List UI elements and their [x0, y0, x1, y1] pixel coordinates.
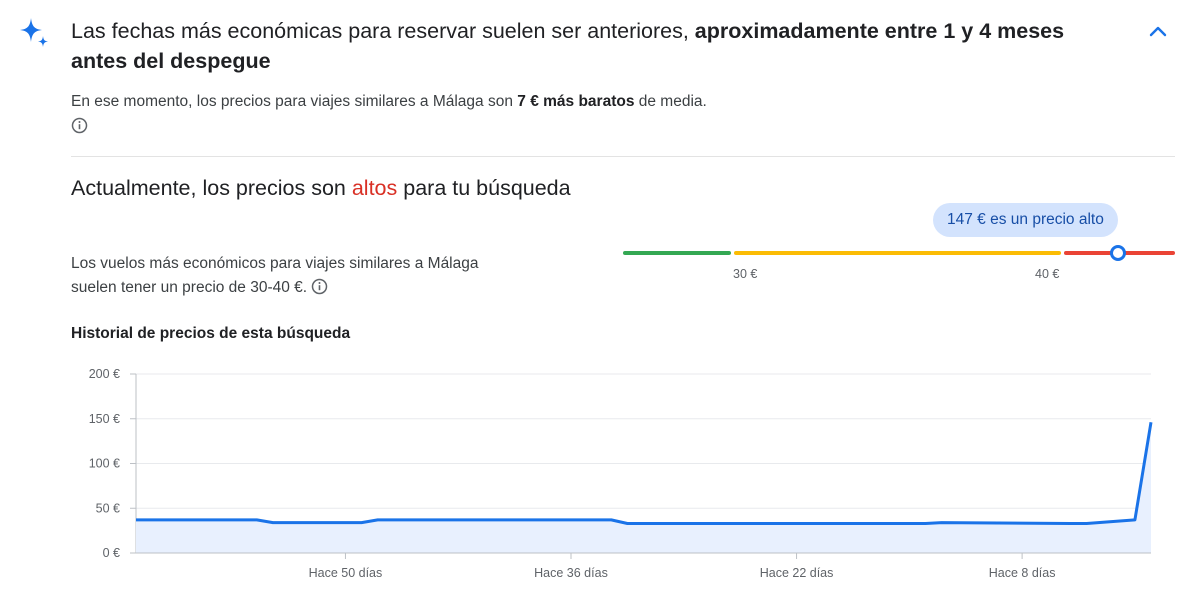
gauge-tick-low: 30 €: [733, 267, 758, 281]
price-status-title: Actualmente, los precios son altos para …: [71, 174, 571, 203]
status-title-text: Actualmente, los precios son: [71, 176, 352, 200]
insight-headline: Las fechas más económicas para reservar …: [71, 16, 1071, 76]
price-line: [136, 422, 1153, 525]
y-tick-label: 50 €: [96, 501, 120, 515]
price-history-title: Historial de precios de esta búsqueda: [71, 325, 351, 342]
x-tick-label: Hace 36 días: [534, 566, 608, 580]
gauge-marker: [1110, 245, 1126, 261]
headline-bold-text: aproximadamente entre 1 y 4 meses antes …: [71, 19, 1065, 73]
price-history-chart[interactable]: 0 € 50 € 100 € 150 € 200 € Hace 50 días Hace 3…: [0, 355, 1200, 593]
price-bubble: 147 € es un precio alto: [933, 203, 1118, 237]
status-title-suffix: para tu búsqueda: [397, 176, 571, 200]
detail-bold-text: 7 € más baratos: [517, 93, 635, 110]
info-icon[interactable]: [71, 117, 88, 134]
headline-text: Las fechas más económicas para reservar …: [71, 19, 695, 43]
y-tick-label: 0 €: [103, 546, 120, 560]
y-tick-label: 200 €: [89, 367, 120, 381]
gauge-low-segment: [623, 251, 731, 255]
sparkle-icon: [20, 18, 48, 47]
x-tick-label: Hace 8 días: [989, 566, 1056, 580]
section-divider: [71, 156, 1175, 157]
y-tick-label: 150 €: [89, 412, 120, 426]
gauge-tick-high: 40 €: [1035, 267, 1060, 281]
collapse-button[interactable]: [1144, 18, 1172, 44]
insight-detail: En ese momento, los precios para viajes …: [71, 92, 707, 112]
price-area: [136, 422, 1151, 553]
detail-text: En ese momento, los precios para viajes …: [71, 93, 518, 110]
status-highlight: altos: [351, 176, 398, 200]
price-status-description: Los vuelos más económicos para viajes si…: [71, 252, 491, 300]
detail-suffix-text: de media.: [634, 93, 707, 110]
y-tick-label: 100 €: [89, 457, 120, 471]
status-description-text: Los vuelos más económicos para viajes si…: [71, 255, 479, 296]
x-tick-label: Hace 50 días: [309, 566, 383, 580]
price-range-gauge: 147 € es un precio alto 30 € 40 €: [620, 200, 1180, 290]
info-icon[interactable]: [311, 278, 328, 295]
chevron-up-icon: [1149, 26, 1167, 37]
gauge-typical-segment: [734, 251, 1061, 255]
x-tick-label: Hace 22 días: [760, 566, 834, 580]
